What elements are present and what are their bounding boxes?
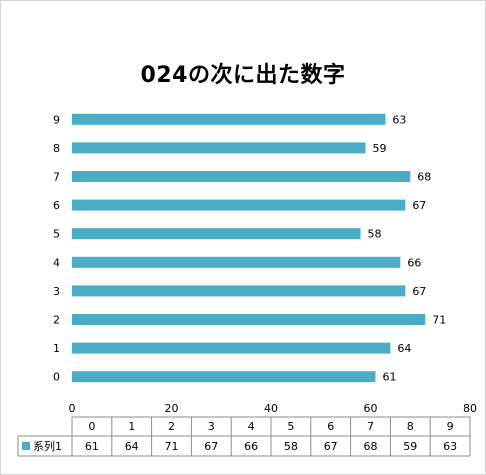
- x-tick-label-0: 0: [69, 402, 76, 415]
- bar-1: [72, 342, 391, 354]
- table-header-2: 2: [168, 420, 175, 433]
- x-tick-label-40: 40: [264, 402, 278, 415]
- bar-4: [72, 256, 401, 268]
- table-header-4: 4: [248, 420, 255, 433]
- y-tick-label-5: 5: [53, 228, 60, 241]
- table-value-5: 58: [284, 440, 298, 453]
- data-label-9: 63: [392, 113, 406, 126]
- bar-8: [72, 142, 366, 154]
- y-tick-label-8: 8: [53, 142, 60, 155]
- data-label-7: 68: [417, 171, 431, 184]
- y-tick-label-9: 9: [53, 113, 60, 126]
- y-tick-label-6: 6: [53, 199, 60, 212]
- data-label-3: 67: [412, 285, 426, 298]
- bar-5: [72, 228, 361, 240]
- data-label-6: 67: [412, 199, 426, 212]
- y-tick-label-7: 7: [53, 171, 60, 184]
- table-value-1: 64: [125, 440, 139, 453]
- y-tick-label-4: 4: [53, 256, 60, 269]
- data-label-1: 64: [397, 342, 411, 355]
- data-label-2: 71: [432, 314, 446, 327]
- data-label-8: 59: [373, 142, 387, 155]
- table-value-3: 67: [204, 440, 218, 453]
- y-tick-label-1: 1: [53, 342, 60, 355]
- x-tick-label-60: 60: [364, 402, 378, 415]
- chart-title: 024の次に出た数字: [140, 63, 346, 88]
- table-value-4: 66: [244, 440, 258, 453]
- bar-0: [72, 371, 376, 383]
- table-value-9: 63: [443, 440, 457, 453]
- y-tick-label-2: 2: [53, 314, 60, 327]
- table-value-2: 71: [165, 440, 179, 453]
- series-name: 系列1: [33, 439, 62, 453]
- bar-9: [72, 113, 386, 125]
- table-value-7: 68: [364, 440, 378, 453]
- bar-3: [72, 285, 406, 297]
- y-tick-label-3: 3: [53, 285, 60, 298]
- bar-6: [72, 199, 406, 211]
- table-header-3: 3: [208, 420, 215, 433]
- bars-layer: [72, 113, 426, 383]
- table-header-1: 1: [128, 420, 135, 433]
- table-header-7: 7: [367, 420, 374, 433]
- data-label-0: 61: [382, 371, 396, 384]
- table-header-9: 9: [447, 420, 454, 433]
- x-tick-label-20: 20: [165, 402, 179, 415]
- legend-key: [22, 442, 30, 450]
- data-label-5: 58: [368, 228, 382, 241]
- x-tick-label-80: 80: [463, 402, 477, 415]
- table-header-0: 0: [88, 420, 95, 433]
- table-header-6: 6: [327, 420, 334, 433]
- table-header-5: 5: [287, 420, 294, 433]
- table-value-6: 67: [324, 440, 338, 453]
- bar-7: [72, 171, 411, 182]
- data-label-4: 66: [407, 256, 421, 269]
- table-value-0: 61: [85, 440, 99, 453]
- bar-2: [72, 314, 426, 325]
- table-header-8: 8: [407, 420, 414, 433]
- table-value-8: 59: [403, 440, 417, 453]
- y-tick-label-0: 0: [53, 371, 60, 384]
- labels-layer: 61 64 71 67 66 58 67 68 59 63: [368, 113, 447, 383]
